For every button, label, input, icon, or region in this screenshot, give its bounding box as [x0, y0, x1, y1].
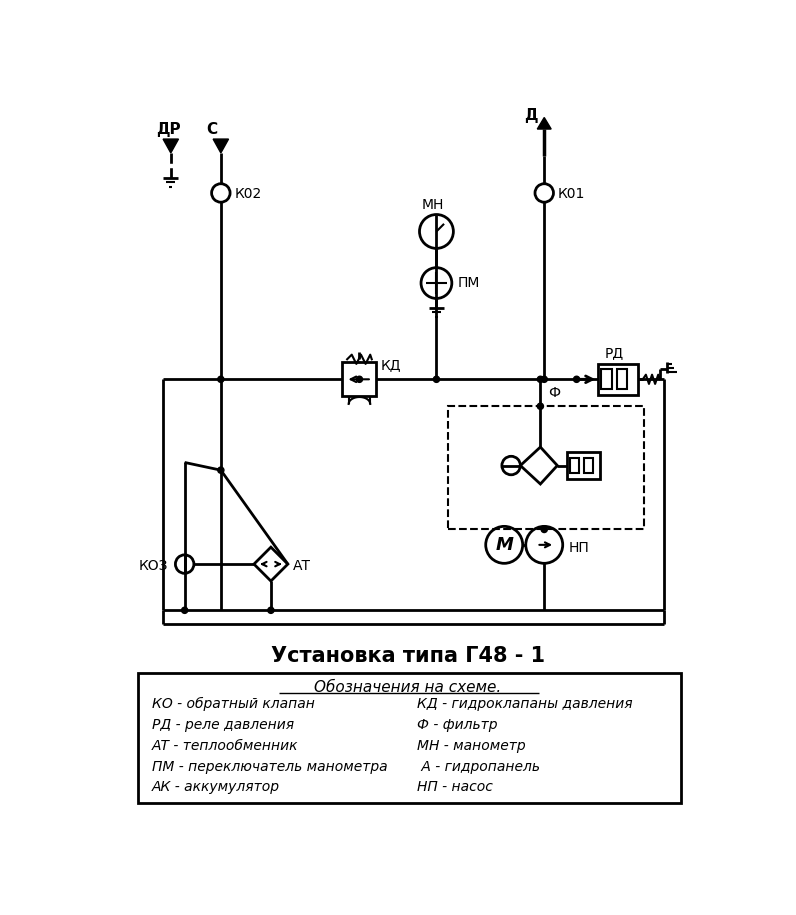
Text: НП - насос: НП - насос [417, 780, 493, 794]
Circle shape [218, 376, 224, 382]
Polygon shape [213, 139, 228, 153]
Bar [617, 370, 627, 389]
Text: ДР: ДР [156, 123, 181, 137]
Text: К02: К02 [235, 188, 262, 201]
Circle shape [537, 404, 544, 409]
Polygon shape [537, 117, 551, 129]
Text: НП: НП [569, 541, 590, 554]
Bar [598, 364, 638, 394]
Bar [601, 370, 612, 389]
Text: КОЗ: КОЗ [139, 559, 168, 573]
Text: АТ: АТ [292, 559, 310, 573]
Bar [448, 406, 644, 530]
Text: РД - реле давления: РД - реле давления [151, 718, 294, 732]
Text: КО - обратный клапан: КО - обратный клапан [151, 697, 314, 711]
Text: МН: МН [421, 198, 444, 211]
Bar [139, 673, 681, 802]
Text: Обозначения на схеме.: Обозначения на схеме. [314, 680, 501, 694]
Text: Установка типа Г48 - 1: Установка типа Г48 - 1 [271, 647, 545, 666]
Text: Д: Д [524, 109, 537, 124]
Circle shape [433, 376, 439, 382]
Text: ПМ - переключатель манометра: ПМ - переключатель манометра [151, 759, 387, 773]
Circle shape [541, 376, 548, 382]
Bar [568, 452, 599, 479]
Text: АК - аккумулятор: АК - аккумулятор [151, 780, 279, 794]
Circle shape [181, 608, 188, 613]
Circle shape [218, 467, 224, 473]
Text: С: С [206, 123, 217, 137]
Circle shape [537, 376, 544, 382]
Text: КД: КД [381, 359, 401, 372]
Polygon shape [163, 139, 178, 153]
Text: К01: К01 [558, 188, 586, 201]
Bar [583, 458, 593, 473]
Text: РД: РД [604, 346, 623, 361]
Circle shape [267, 608, 274, 613]
Text: АТ - теплообменник: АТ - теплообменник [151, 738, 298, 753]
Text: А - гидропанель: А - гидропанель [417, 759, 540, 773]
Text: Ф - фильтр: Ф - фильтр [417, 718, 498, 732]
Text: МН - манометр: МН - манометр [417, 738, 526, 753]
Text: ПМ: ПМ [458, 276, 480, 290]
Bar [570, 458, 579, 473]
Bar [342, 362, 377, 396]
Circle shape [541, 526, 548, 533]
Text: Ф: Ф [548, 386, 560, 400]
Circle shape [573, 376, 579, 382]
Text: КД - гидроклапаны давления: КД - гидроклапаны давления [417, 697, 633, 711]
Text: M: M [495, 536, 513, 554]
Circle shape [357, 376, 362, 382]
